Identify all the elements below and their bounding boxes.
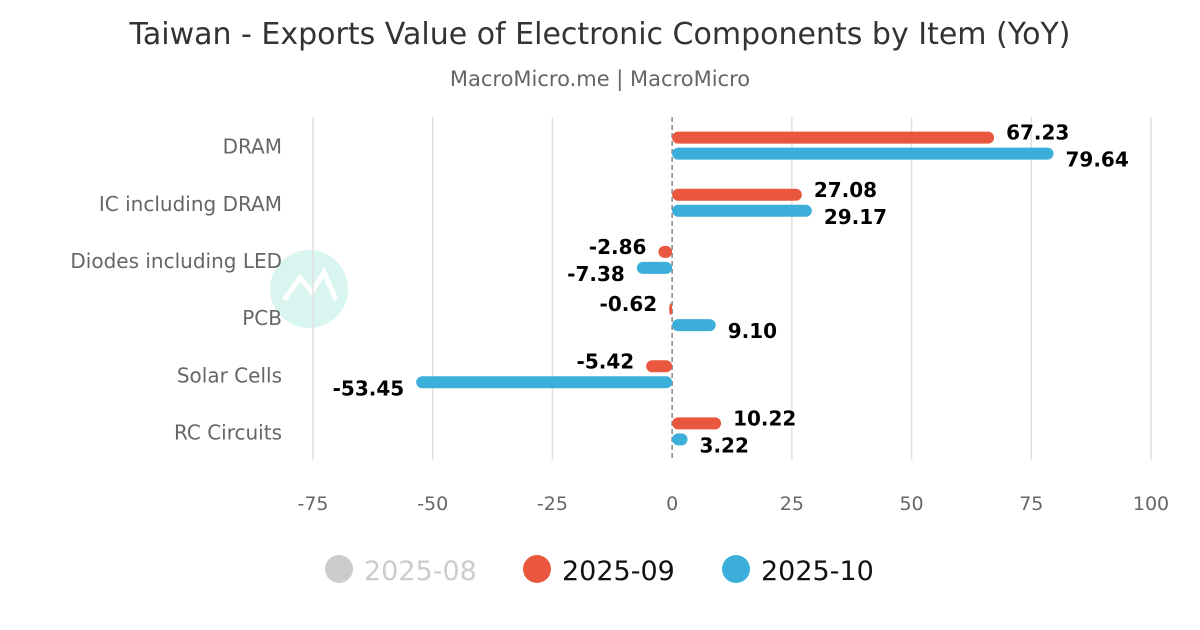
bar-2025-09[interactable] (672, 188, 802, 201)
category-label: Diodes including LED (70, 249, 282, 273)
chart-subtitle: MacroMicro.me | MacroMicro (450, 67, 750, 92)
bar-2025-09[interactable] (669, 303, 673, 316)
bar-2025-09[interactable] (672, 417, 722, 430)
bar-2025-10[interactable] (672, 319, 716, 332)
bar-2025-10[interactable] (672, 204, 812, 217)
legend-marker (722, 555, 750, 583)
x-tick-label: 0 (666, 493, 678, 515)
bar-2025-09[interactable] (646, 360, 673, 373)
data-label: 29.17 (824, 205, 887, 229)
x-tick-label: 50 (899, 493, 923, 515)
x-tick-label: 75 (1019, 493, 1043, 515)
x-tick-label: -50 (417, 493, 448, 515)
bar-2025-10[interactable] (672, 433, 688, 446)
data-label: 9.10 (728, 319, 777, 343)
chart-title: Taiwan - Exports Value of Electronic Com… (129, 17, 1071, 52)
x-tick-label: 100 (1133, 493, 1169, 515)
legend-label: 2025-09 (562, 556, 675, 587)
data-label: 27.08 (814, 178, 877, 202)
bar-2025-09[interactable] (672, 131, 995, 144)
category-label: DRAM (223, 135, 282, 159)
data-label: -2.86 (589, 235, 647, 259)
data-label: -7.38 (567, 262, 625, 286)
legend-marker (325, 555, 353, 583)
data-label: 10.22 (733, 406, 796, 430)
x-tick-label: 25 (780, 493, 804, 515)
legend-label: 2025-10 (761, 556, 874, 587)
category-label: RC Circuits (174, 420, 282, 444)
legend-item-2025-10[interactable]: 2025-10 (722, 555, 874, 587)
data-label: -0.62 (600, 292, 658, 316)
x-tick-label: -75 (297, 493, 328, 515)
legend-item-2025-09[interactable]: 2025-09 (523, 555, 675, 587)
category-label: IC including DRAM (99, 192, 282, 216)
data-label: -5.42 (577, 349, 635, 373)
legend-label: 2025-08 (364, 556, 477, 587)
data-label: -53.45 (333, 376, 405, 400)
legend-marker (523, 555, 551, 583)
category-label: PCB (242, 306, 282, 330)
watermark-logo (270, 250, 348, 328)
data-label: 3.22 (700, 433, 749, 457)
bar-2025-09[interactable] (658, 245, 673, 258)
x-tick-label: -25 (537, 493, 568, 515)
bar-2025-10[interactable] (636, 261, 673, 274)
bar-2025-10[interactable] (416, 376, 673, 389)
bar-2025-10[interactable] (672, 147, 1054, 160)
data-label: 79.64 (1066, 148, 1129, 172)
category-label: Solar Cells (177, 363, 282, 387)
legend-item-2025-08[interactable]: 2025-08 (325, 555, 477, 587)
data-label: 67.23 (1006, 121, 1069, 145)
